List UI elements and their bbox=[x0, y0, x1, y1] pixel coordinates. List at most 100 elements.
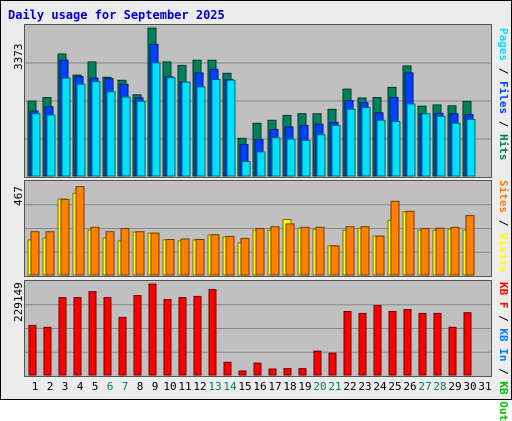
bar-pages-day-16 bbox=[256, 151, 266, 177]
x-tick-day-3: 3 bbox=[61, 380, 69, 393]
bar-sites-day-15 bbox=[240, 237, 250, 276]
x-tick-day-10: 10 bbox=[163, 380, 177, 393]
bar-kb-f-day-29 bbox=[448, 326, 457, 376]
legend-separator: / bbox=[497, 308, 510, 329]
bar-pages-day-8 bbox=[136, 100, 146, 177]
bar-sites-day-26 bbox=[405, 210, 415, 276]
bar-pages-day-30 bbox=[466, 118, 476, 177]
chart-title: Daily usage for September 2025 bbox=[8, 8, 225, 22]
bar-kb-f-day-25 bbox=[388, 311, 397, 376]
x-tick-day-19: 19 bbox=[298, 380, 312, 393]
x-tick-day-21: 21 bbox=[328, 380, 342, 393]
legend-kb-f: KB F bbox=[497, 282, 510, 309]
bar-pages-day-11 bbox=[181, 81, 191, 177]
bar-sites-day-6 bbox=[105, 231, 115, 276]
bar-kb-f-day-18 bbox=[283, 368, 292, 376]
bar-kb-f-day-3 bbox=[58, 297, 67, 376]
bar-sites-day-13 bbox=[210, 234, 220, 276]
bar-kb-f-day-5 bbox=[88, 291, 97, 376]
x-tick-day-13: 13 bbox=[208, 380, 222, 393]
hits-files-pages-panel bbox=[24, 24, 492, 178]
bar-kb-f-day-10 bbox=[163, 299, 172, 376]
x-tick-day-23: 23 bbox=[358, 380, 372, 393]
bar-pages-day-3 bbox=[61, 77, 71, 177]
x-tick-day-26: 26 bbox=[403, 380, 417, 393]
bar-sites-day-27 bbox=[420, 228, 430, 276]
legend-kb-in: KB In bbox=[497, 328, 510, 362]
bar-sites-day-12 bbox=[195, 239, 205, 276]
x-tick-day-11: 11 bbox=[178, 380, 192, 393]
bar-sites-day-5 bbox=[90, 226, 100, 276]
x-tick-day-31: 31 bbox=[478, 380, 492, 393]
x-tick-day-18: 18 bbox=[283, 380, 297, 393]
legend-visits: Visits bbox=[497, 233, 510, 273]
bar-sites-day-2 bbox=[45, 231, 55, 276]
bar-pages-day-7 bbox=[121, 96, 131, 177]
bar-sites-day-25 bbox=[390, 200, 400, 276]
x-tick-day-8: 8 bbox=[136, 380, 144, 393]
bar-sites-day-8 bbox=[135, 231, 145, 276]
legend-separator: / bbox=[497, 361, 510, 382]
x-tick-day-29: 29 bbox=[448, 380, 462, 393]
bar-kb-f-day-24 bbox=[373, 305, 382, 376]
bar-sites-day-14 bbox=[225, 235, 235, 276]
bar-sites-day-10 bbox=[165, 239, 175, 276]
x-tick-day-5: 5 bbox=[91, 380, 99, 393]
x-tick-day-28: 28 bbox=[433, 380, 447, 393]
bar-kb-f-day-17 bbox=[268, 368, 277, 376]
day-axis-labels: 1 2 3 4 5 6 7 8 9 10 11 12 13 14 15 16 17 18 19 20 21 22 23 24 2… bbox=[24, 380, 492, 396]
legend-separator: / bbox=[497, 213, 510, 233]
bar-sites-day-30 bbox=[465, 215, 475, 276]
bar-kb-f-day-30 bbox=[463, 312, 472, 376]
bar-pages-day-22 bbox=[346, 108, 356, 177]
bar-kb-f-day-16 bbox=[253, 362, 262, 376]
x-tick-day-22: 22 bbox=[343, 380, 357, 393]
bar-sites-day-9 bbox=[150, 232, 160, 276]
bar-kb-f-day-26 bbox=[403, 309, 412, 376]
bar-pages-day-23 bbox=[361, 107, 371, 177]
bar-pages-day-24 bbox=[376, 119, 386, 177]
bar-sites-day-29 bbox=[450, 226, 460, 276]
x-tick-day-15: 15 bbox=[238, 380, 252, 393]
legend-separator: / bbox=[497, 114, 510, 134]
legend-hits: Hits bbox=[497, 134, 510, 161]
x-tick-day-24: 24 bbox=[373, 380, 387, 393]
kbytes-panel bbox=[24, 280, 492, 377]
x-tick-day-14: 14 bbox=[223, 380, 237, 393]
bar-sites-day-3 bbox=[60, 198, 70, 276]
bar-sites-day-1 bbox=[30, 231, 40, 276]
bar-kb-f-day-15 bbox=[238, 370, 247, 376]
bar-kb-f-day-2 bbox=[43, 326, 52, 376]
legend-sites: Sites bbox=[497, 180, 510, 214]
bar-pages-day-18 bbox=[286, 138, 296, 177]
bar-kb-f-day-1 bbox=[28, 324, 37, 376]
bar-pages-day-6 bbox=[106, 91, 116, 177]
bar-sites-day-20 bbox=[315, 226, 325, 276]
bar-pages-day-14 bbox=[226, 79, 236, 177]
x-tick-day-16: 16 bbox=[253, 380, 267, 393]
x-tick-day-17: 17 bbox=[268, 380, 282, 393]
bar-pages-day-5 bbox=[91, 81, 101, 177]
x-tick-day-9: 9 bbox=[151, 380, 159, 393]
bar-pages-day-29 bbox=[451, 122, 461, 177]
x-tick-day-2: 2 bbox=[46, 380, 54, 393]
x-tick-day-25: 25 bbox=[388, 380, 402, 393]
x-tick-day-27: 27 bbox=[418, 380, 432, 393]
bar-kb-f-day-8 bbox=[133, 295, 142, 376]
bar-kb-f-day-27 bbox=[418, 312, 427, 376]
legend-pages: Pages bbox=[497, 28, 510, 62]
bar-sites-day-19 bbox=[300, 226, 310, 276]
bar-kb-f-day-13 bbox=[208, 289, 217, 376]
p3-plot-area bbox=[25, 283, 491, 376]
bar-sites-day-4 bbox=[75, 186, 85, 276]
x-tick-day-6: 6 bbox=[106, 380, 114, 393]
legend-files: Files bbox=[497, 81, 510, 115]
bar-sites-day-21 bbox=[330, 245, 340, 276]
bar-pages-day-13 bbox=[211, 79, 221, 177]
bar-kb-f-day-23 bbox=[358, 312, 367, 376]
bar-pages-day-15 bbox=[241, 161, 251, 177]
bar-pages-day-25 bbox=[391, 121, 401, 177]
bar-pages-day-27 bbox=[421, 113, 431, 177]
bar-kb-f-day-9 bbox=[148, 283, 157, 376]
p2-plot-area bbox=[25, 186, 491, 276]
